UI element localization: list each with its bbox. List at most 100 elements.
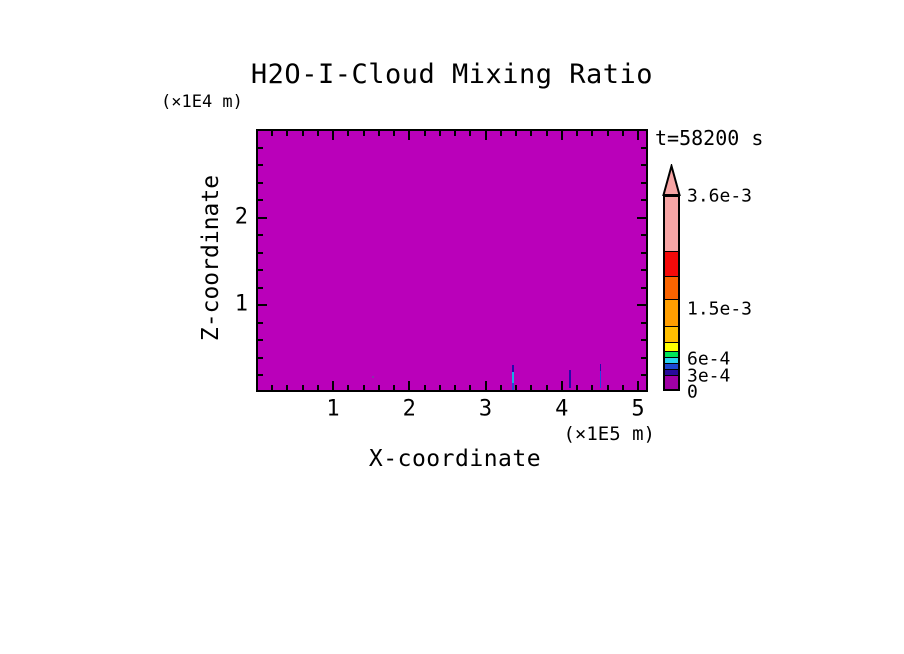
z-minor-tick <box>641 199 646 201</box>
z-minor-tick <box>258 286 263 289</box>
colorbar-label: 3.6e-3 <box>687 185 753 207</box>
colorbar-segment <box>665 370 678 376</box>
anomaly-streak <box>511 382 514 390</box>
z-minor-tick <box>258 339 263 341</box>
x-major-tick <box>560 131 563 140</box>
z-minor-tick <box>641 251 646 254</box>
x-major-tick <box>332 131 334 140</box>
x-minor-tick <box>530 131 533 136</box>
x-minor-tick <box>271 385 273 390</box>
colorbar-segment <box>665 277 678 300</box>
x-minor-tick <box>545 385 548 390</box>
x-minor-tick <box>591 385 594 390</box>
colorbar-segment <box>665 343 678 352</box>
x-tick-label: 3 <box>478 396 493 422</box>
x-major-tick <box>560 381 563 390</box>
z-major-tick <box>637 216 646 219</box>
z-minor-tick <box>258 269 263 271</box>
x-minor-tick <box>438 385 441 390</box>
colorbar <box>663 195 680 391</box>
colorbar-label: 6e-4 <box>687 348 731 370</box>
x-axis-unit: (×1E5 m) <box>563 423 655 445</box>
chart-title: H2O-I-Cloud Mixing Ratio <box>250 59 654 90</box>
z-minor-tick <box>641 339 646 341</box>
x-minor-tick <box>347 131 350 136</box>
x-minor-tick <box>606 131 609 136</box>
x-minor-tick <box>621 385 624 390</box>
colorbar-segment <box>665 252 678 277</box>
anomaly-streak <box>569 369 571 389</box>
z-tick-label: 2 <box>234 203 248 229</box>
colorbar-segment <box>665 376 678 389</box>
anomaly-streak <box>371 375 374 378</box>
x-minor-tick <box>438 131 441 136</box>
x-minor-tick <box>576 131 578 136</box>
x-minor-tick <box>362 131 365 136</box>
z-minor-tick <box>641 181 646 184</box>
x-minor-tick <box>286 385 289 390</box>
z-minor-tick <box>641 286 646 289</box>
x-minor-tick <box>316 131 319 136</box>
x-minor-tick <box>515 131 517 136</box>
x-tick-label: 2 <box>402 396 416 422</box>
x-minor-tick <box>347 385 350 390</box>
x-minor-tick <box>301 385 304 390</box>
z-major-tick <box>258 304 267 306</box>
x-minor-tick <box>454 131 456 136</box>
z-minor-tick <box>641 234 646 236</box>
z-major-tick <box>637 304 646 306</box>
colorbar-segment <box>665 358 678 364</box>
x-major-tick <box>637 131 639 140</box>
z-minor-tick <box>641 269 646 271</box>
x-minor-tick <box>545 131 548 136</box>
colorbar-label: 0 <box>687 381 698 403</box>
x-tick-label: 1 <box>326 396 340 422</box>
colorbar-segment <box>665 364 678 370</box>
z-major-tick <box>258 216 267 219</box>
x-minor-tick <box>591 131 594 136</box>
plot-area <box>256 129 648 392</box>
x-minor-tick <box>362 385 365 390</box>
x-minor-tick <box>271 131 273 136</box>
z-minor-tick <box>641 146 646 149</box>
x-minor-tick <box>530 385 533 390</box>
x-minor-tick <box>377 131 380 136</box>
x-major-tick <box>484 131 487 140</box>
x-minor-tick <box>515 385 517 390</box>
z-axis-unit: (×1E4 m) <box>161 92 243 112</box>
z-minor-tick <box>258 321 263 324</box>
anomaly-streak <box>599 370 602 389</box>
x-minor-tick <box>469 131 472 136</box>
z-minor-tick <box>258 234 263 236</box>
x-minor-tick <box>499 385 502 390</box>
z-minor-tick <box>258 199 263 201</box>
time-stamp: t=58200 s <box>655 126 764 150</box>
z-minor-tick <box>641 356 646 359</box>
x-minor-tick <box>316 385 319 390</box>
x-minor-tick <box>469 385 472 390</box>
colorbar-overflow-arrow <box>662 164 681 196</box>
colorbar-segment <box>665 300 678 327</box>
x-minor-tick <box>576 385 578 390</box>
colorbar-segment <box>665 327 678 343</box>
x-major-tick <box>484 381 487 390</box>
x-minor-tick <box>423 131 426 136</box>
x-axis-label: X-coordinate <box>368 446 542 472</box>
x-tick-label: 4 <box>555 396 569 422</box>
x-minor-tick <box>393 131 395 136</box>
z-minor-tick <box>641 164 646 166</box>
z-minor-tick <box>641 374 646 376</box>
x-major-tick <box>408 131 411 140</box>
x-minor-tick <box>286 131 289 136</box>
anomaly-streak <box>599 363 602 371</box>
z-minor-tick <box>258 251 263 254</box>
colorbar-segment <box>665 352 678 358</box>
x-major-tick <box>332 381 334 390</box>
x-major-tick <box>637 381 639 390</box>
colorbar-label: 1.5e-3 <box>687 298 753 320</box>
x-minor-tick <box>423 385 426 390</box>
anomaly-streak <box>511 364 514 373</box>
z-minor-tick <box>258 146 263 149</box>
z-tick-label: 1 <box>234 291 248 317</box>
